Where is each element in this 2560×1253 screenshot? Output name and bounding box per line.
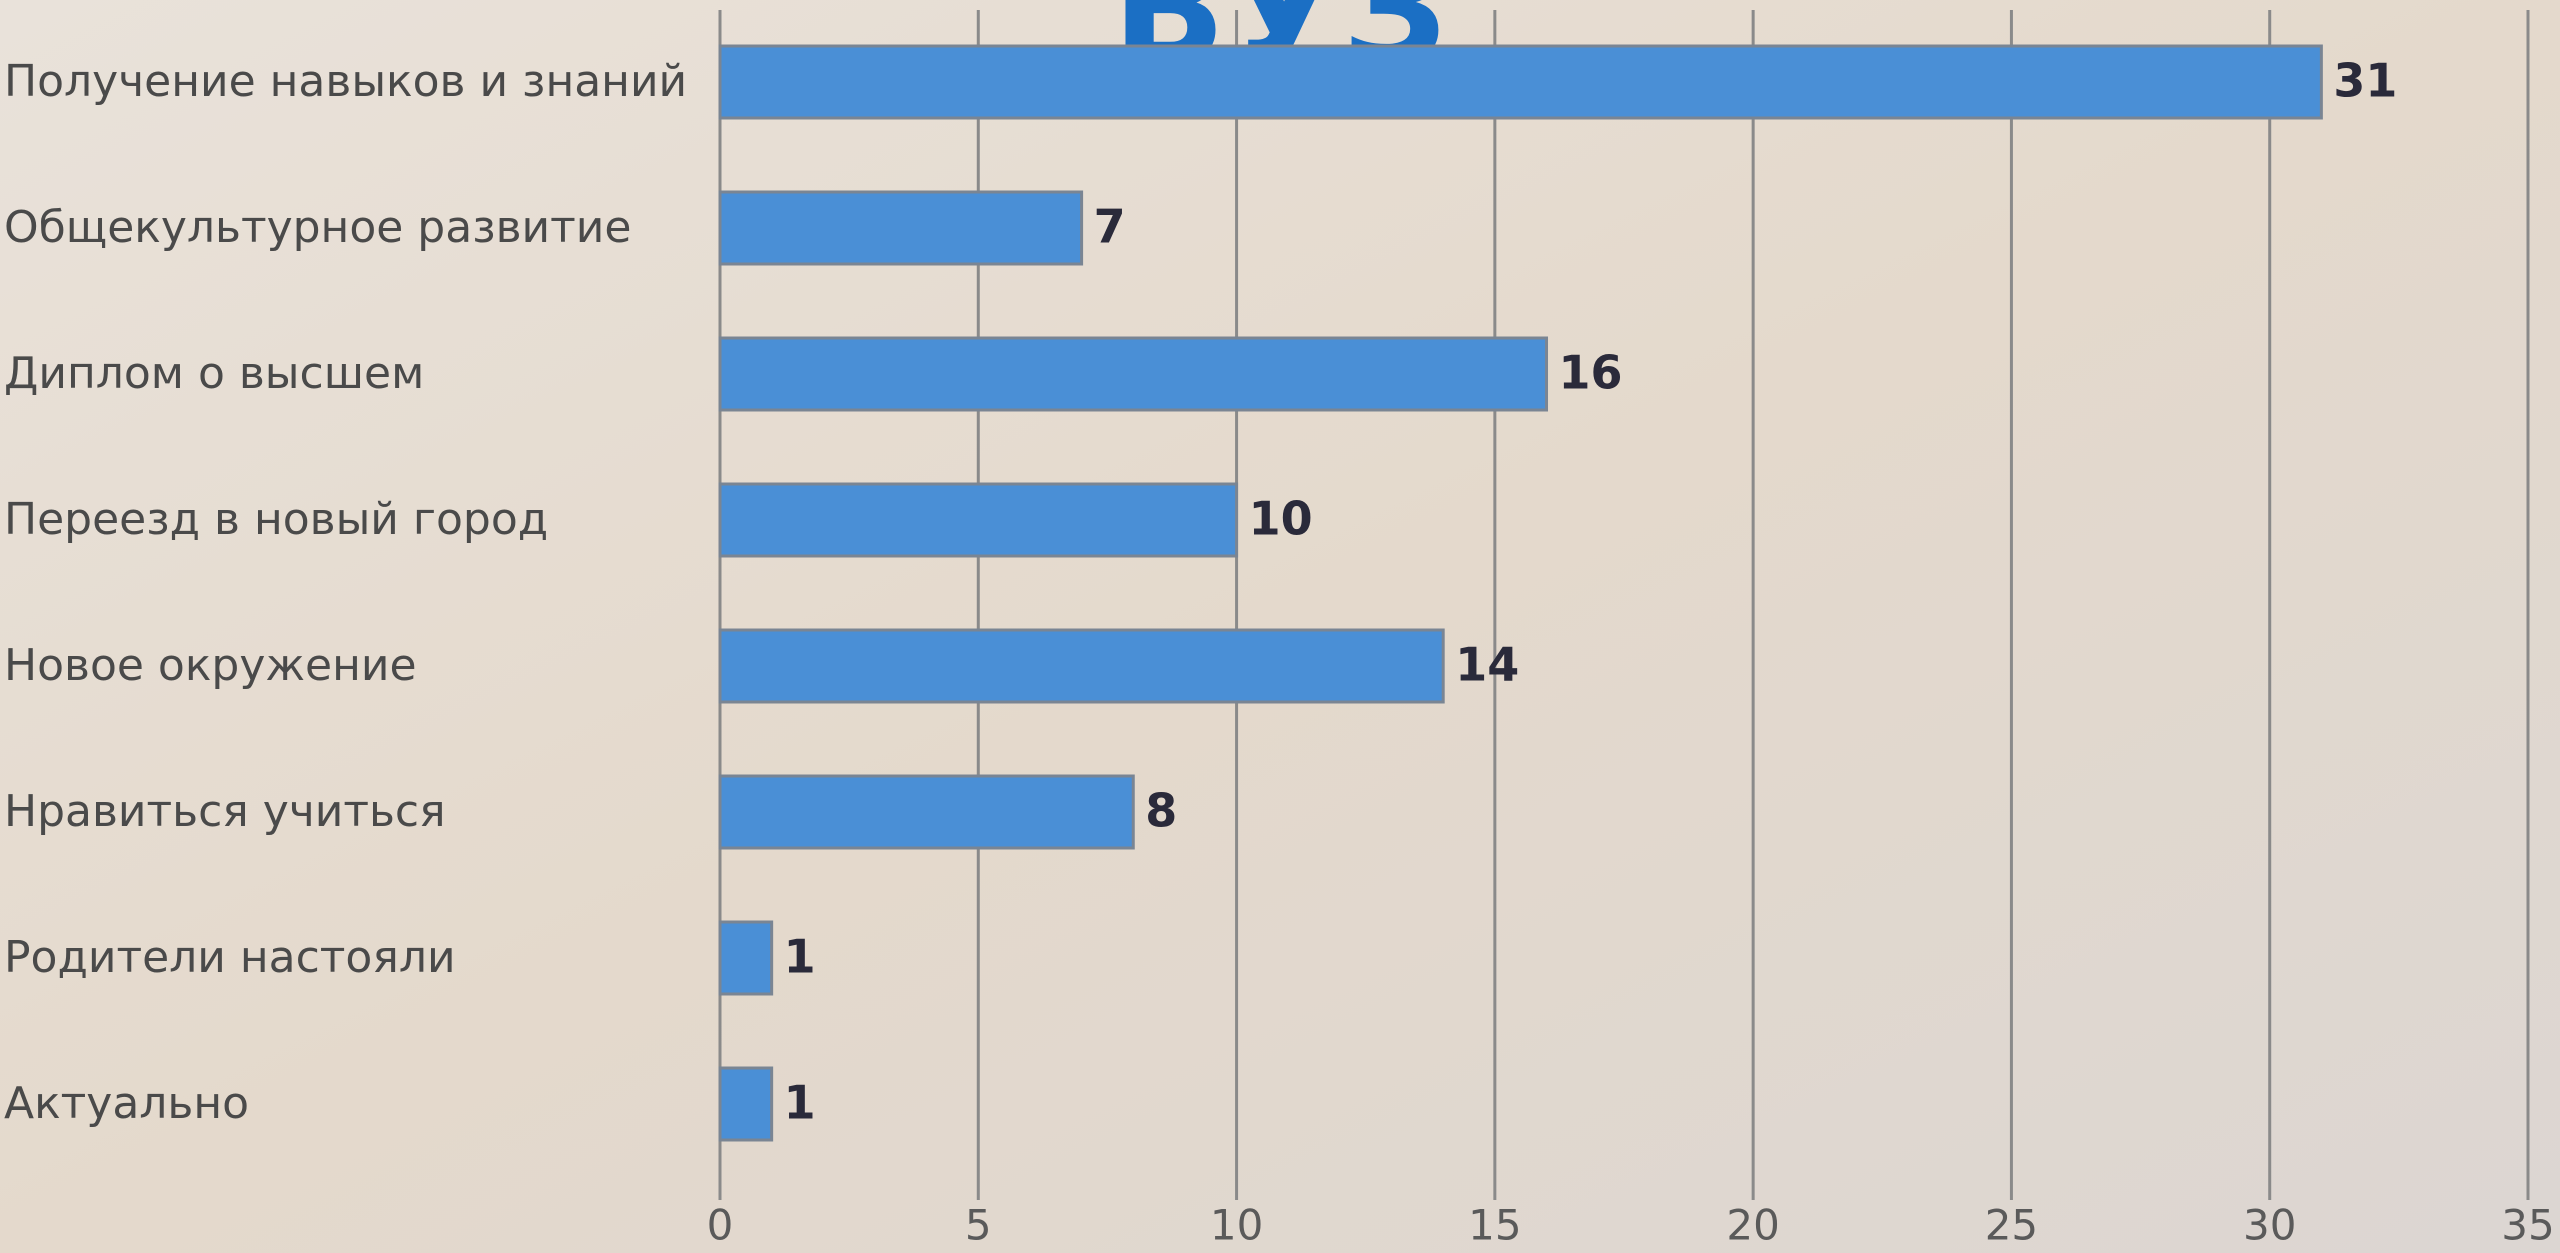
bar <box>720 338 1547 410</box>
data-label: 16 <box>1559 346 1623 400</box>
data-label: 1 <box>784 930 816 984</box>
y-tick-label: Актуально <box>4 1078 249 1129</box>
x-tick-label: 15 <box>1468 1201 1521 1250</box>
x-tick-label: 35 <box>2501 1201 2554 1250</box>
x-tick-label: 30 <box>2243 1201 2296 1250</box>
data-label: 8 <box>1145 784 1177 838</box>
bar <box>720 484 1237 556</box>
y-tick-label: Диплом о высшем <box>4 348 424 399</box>
y-tick-label: Новое окружение <box>4 640 417 691</box>
data-label: 10 <box>1249 492 1313 546</box>
x-tick-label: 10 <box>1210 1201 1263 1250</box>
bar <box>720 776 1133 848</box>
y-tick-label: Получение навыков и знаний <box>4 56 687 107</box>
bar <box>720 46 2321 118</box>
page: ВУЗ 05101520253035Получение навыков и зн… <box>0 0 2560 1253</box>
bar <box>720 1068 772 1140</box>
chart: ВУЗ 05101520253035Получение навыков и зн… <box>0 0 2560 1253</box>
x-tick-label: 0 <box>707 1201 734 1250</box>
x-tick-label: 25 <box>1985 1201 2038 1250</box>
bar <box>720 192 1082 264</box>
bar <box>720 630 1443 702</box>
x-tick-label: 5 <box>965 1201 992 1250</box>
y-tick-label: Общекультурное развитие <box>4 202 631 253</box>
y-tick-label: Нравиться учиться <box>4 786 446 837</box>
background <box>0 0 2560 1253</box>
y-tick-label: Переезд в новый город <box>4 494 548 545</box>
data-label: 1 <box>784 1076 816 1130</box>
data-label: 14 <box>1455 638 1519 692</box>
data-label: 31 <box>2333 54 2397 108</box>
bar <box>720 922 772 994</box>
x-tick-label: 20 <box>1726 1201 1779 1250</box>
data-label: 7 <box>1094 200 1126 254</box>
y-tick-label: Родители настояли <box>4 932 456 983</box>
